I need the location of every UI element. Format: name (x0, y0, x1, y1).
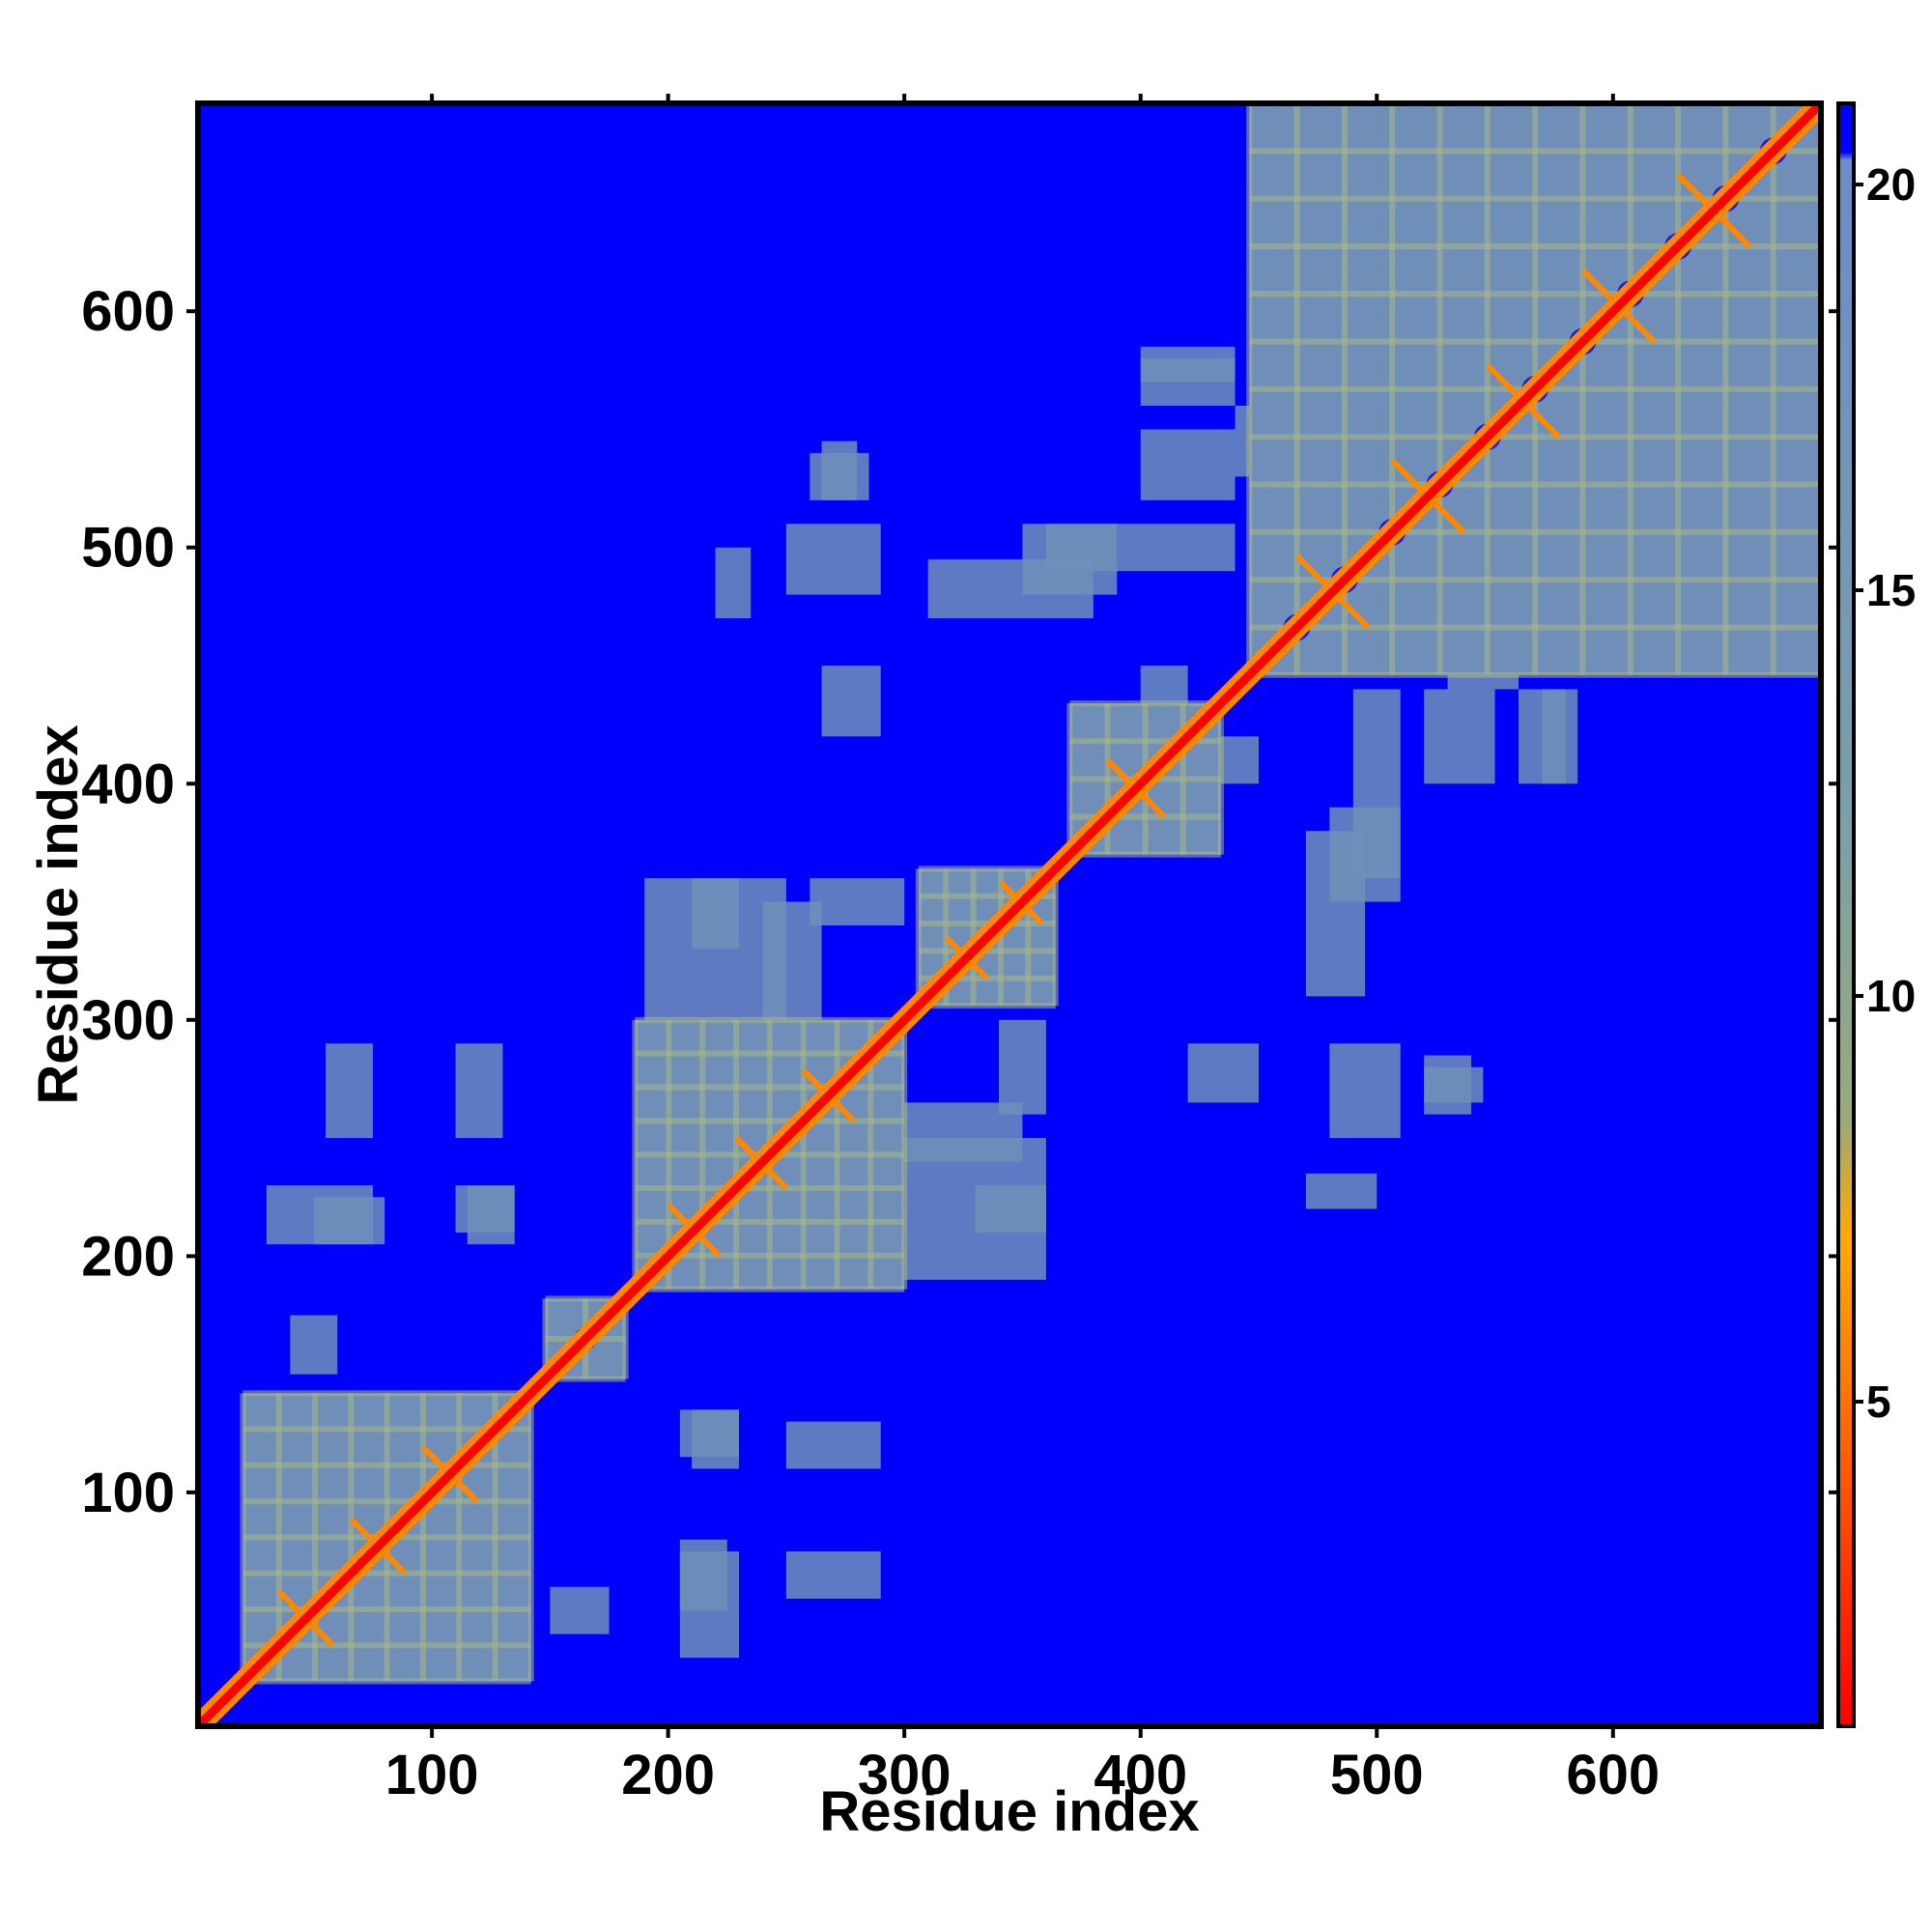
x-tick-label: 100 (385, 1744, 479, 1806)
x-tick-label: 600 (1566, 1744, 1660, 1806)
contact-patch-10-0 (975, 1185, 1046, 1233)
colorbar-tick-label: 20 (1866, 159, 1916, 210)
contact-patch-9-1 (762, 901, 822, 1020)
contact-patch-23-0 (1140, 358, 1236, 407)
contact-patch-18-0 (1329, 807, 1401, 902)
y-tick-label: 300 (81, 989, 175, 1052)
plot-frame (195, 100, 1824, 1729)
contact-patch-4-0 (692, 1409, 739, 1469)
x-tick-label: 200 (621, 1744, 715, 1806)
contact-patch-25-0 (550, 1586, 610, 1634)
contact-patch-21-1 (715, 547, 752, 619)
x-tick-label: 300 (858, 1744, 952, 1806)
contact-patch-19-1 (1140, 429, 1236, 500)
contact-patch-16-0 (1424, 1066, 1484, 1103)
contact-patch-16-1 (821, 440, 858, 500)
contact-patch-17-1 (821, 666, 881, 737)
contact-patch-5-0 (785, 1421, 881, 1469)
y-tick-label: 200 (81, 1225, 175, 1288)
colorbar-tick-label: 15 (1866, 565, 1916, 615)
contact-patch-19-0 (1424, 689, 1495, 784)
contact-patch-3-1 (326, 1043, 373, 1139)
contact-patch-18-1 (1022, 524, 1118, 595)
contact-patch-25-1 (290, 1315, 338, 1375)
x-axis: 100 200 300 400 500 600 (385, 94, 1660, 1806)
contact-patch-7-0 (810, 878, 905, 926)
x-tick-label: 500 (1330, 1744, 1424, 1806)
x-tick-label: 400 (1094, 1744, 1187, 1806)
contact-patch-5-1 (455, 1043, 503, 1139)
diagonal-line (198, 103, 1821, 1726)
contact-patch-4-1 (455, 1185, 515, 1233)
contact-patch-2-1 (313, 1197, 385, 1245)
y-tick-label: 500 (81, 517, 175, 580)
contact-patch-23-1 (1518, 689, 1566, 784)
y-axis: 100 200 300 400 500 600 (81, 280, 1838, 1524)
contact-patch-15-1 (785, 524, 881, 595)
colorbar-axis: 5 10 15 20 (1854, 159, 1916, 1427)
contact-patch-7-1 (998, 1019, 1046, 1115)
y-tick-label: 600 (81, 280, 175, 343)
contact-patch-10-1 (692, 878, 739, 950)
colorbar-tick-label: 10 (1866, 971, 1916, 1021)
contact-patch-9-0 (904, 1102, 1023, 1162)
x-axis-label: Residue index (819, 1780, 1199, 1843)
heatmap-cells (198, 103, 1821, 1726)
colorbar-tick-label: 5 (1866, 1377, 1891, 1427)
contact-patch-15-0 (1329, 1043, 1401, 1139)
y-tick-label: 400 (81, 753, 175, 815)
contact-patch-3-0 (785, 1551, 881, 1599)
colorbar (1836, 101, 1856, 1728)
contact-patch-21-0 (1305, 1173, 1378, 1209)
y-tick-label: 100 (81, 1462, 175, 1524)
contact-patch-2-0 (679, 1539, 727, 1611)
contact-patch-17-0 (1187, 1043, 1259, 1103)
y-axis-label: Residue index (27, 724, 90, 1104)
